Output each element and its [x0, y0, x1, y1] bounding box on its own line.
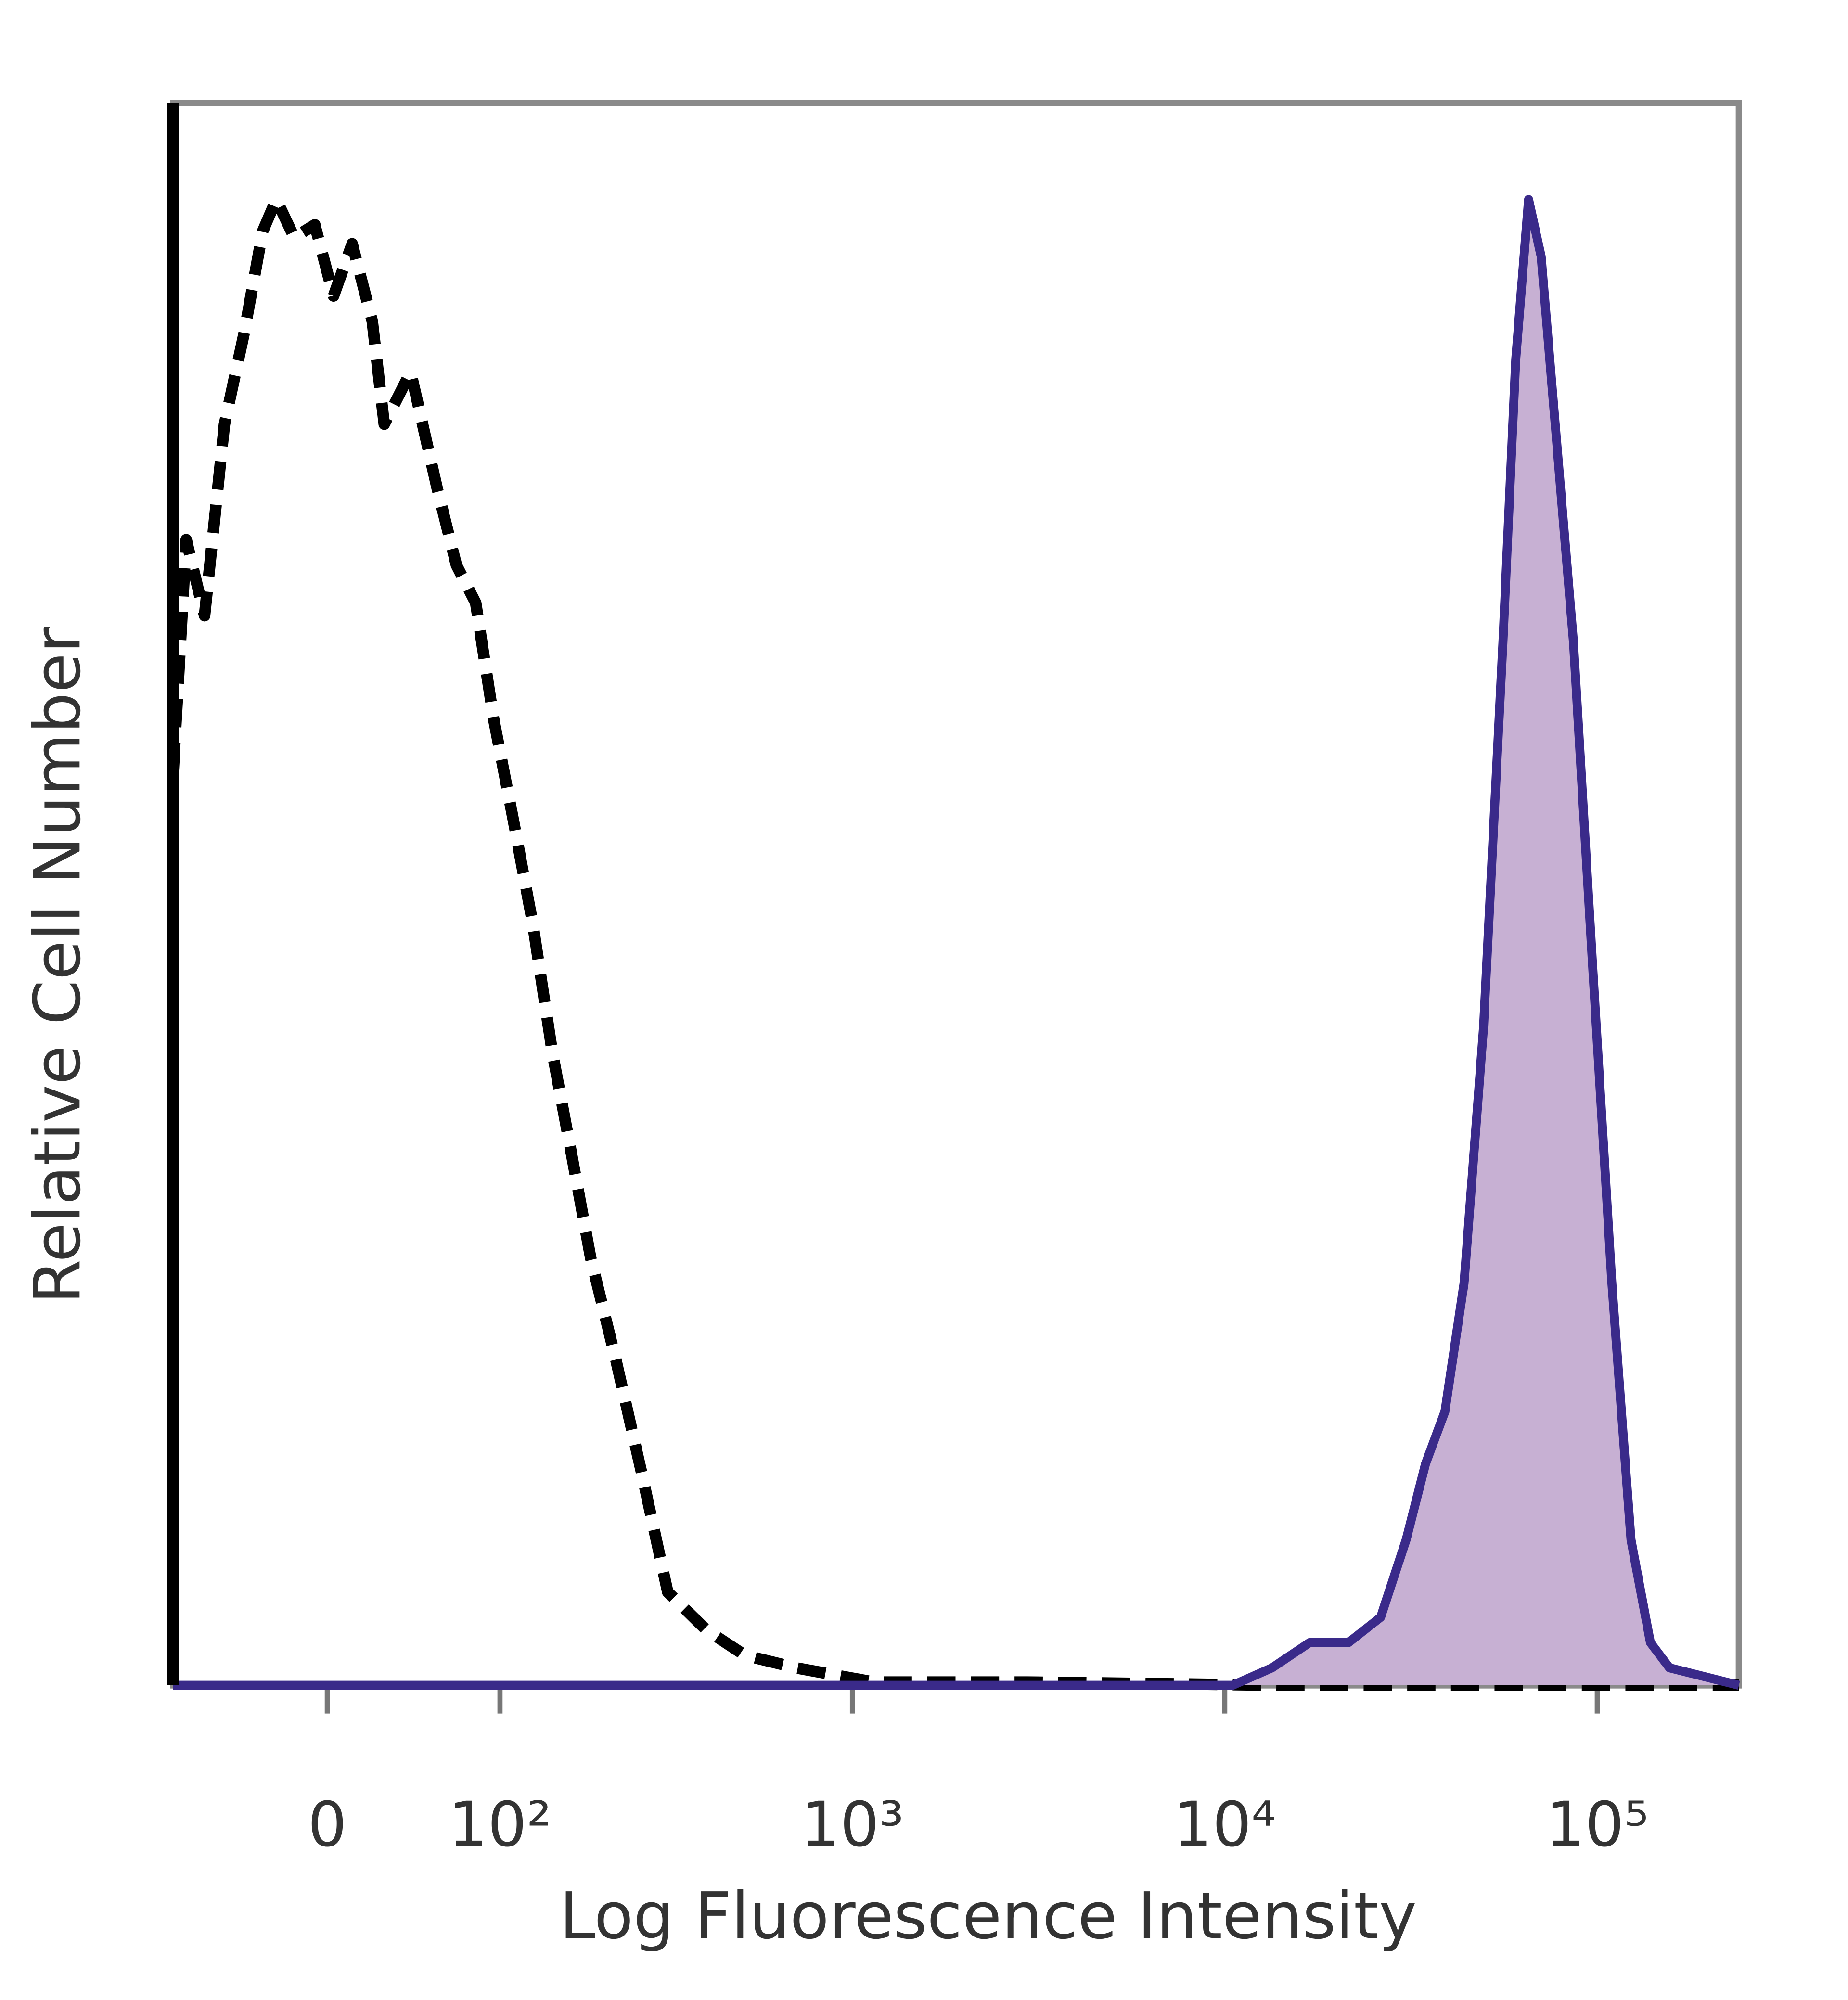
x-tick-label: 0 [308, 1789, 346, 1860]
x-tick-label: 10⁵ [1546, 1789, 1649, 1860]
x-tick-label: 10² [449, 1789, 552, 1860]
histogram-filled [173, 195, 1740, 1690]
x-tick-label: 10⁴ [1173, 1789, 1276, 1860]
histogram-dashed [167, 193, 1739, 1691]
y-axis-label: Relative Cell Number [20, 627, 95, 1304]
x-tick-label: 10³ [801, 1789, 904, 1860]
x-axis-label: Log Fluorescence Intensity [560, 1879, 1417, 1953]
